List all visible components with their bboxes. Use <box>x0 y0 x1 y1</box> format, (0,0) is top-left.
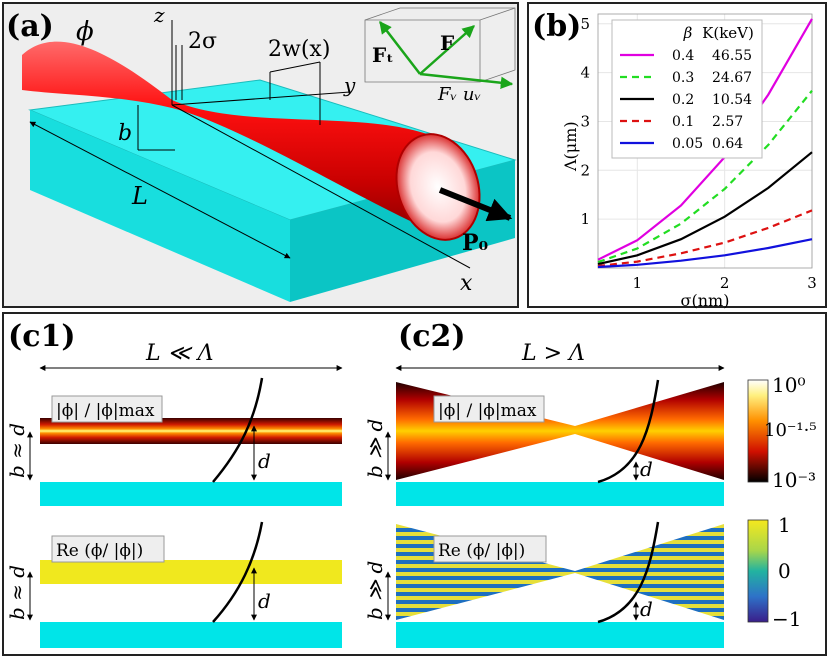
panel-a: (a) ϕ z y x 2σ 2w(x) b L P₀ Fₜ F Fᵥ uᵥ <box>2 2 519 308</box>
legend-header-k: K(keV) <box>702 24 754 42</box>
length-arrow <box>29 121 291 259</box>
colorbar-bottom: 1 0 −1 <box>747 513 801 631</box>
c2-top-box-text: |ϕ| / |ϕ|max <box>438 401 537 421</box>
y-tick-label: 3 <box>580 112 590 130</box>
force-t-arrow <box>379 21 421 75</box>
x-tick-label: 2 <box>720 274 730 292</box>
force-total-arrow <box>419 25 475 75</box>
colorbar-top: 10⁰ 10⁻¹·⁵ 10⁻³ <box>747 373 817 492</box>
c1-top-slab <box>40 482 342 506</box>
c1-top-trajectory <box>212 377 264 483</box>
series-line-0.05 <box>597 238 813 269</box>
c2-bottom-box-text: Re (ϕ/ |ϕ|) <box>438 541 525 561</box>
c1-top-box-text: |ϕ| / |ϕ|max <box>56 401 155 421</box>
c1-bottom-box-text: Re (ϕ/ |ϕ|) <box>56 541 143 561</box>
beam <box>22 41 430 230</box>
momentum-arrow <box>438 187 513 222</box>
c2-top-slab <box>396 482 724 506</box>
c1-bottom-box <box>51 535 165 563</box>
colorbar-top-mid: 10⁻¹·⁵ <box>764 420 817 441</box>
panel-b-label: (b) <box>532 9 581 44</box>
c1-title: L ≪ Λ <box>145 341 214 366</box>
c2-title: L > Λ <box>521 341 585 366</box>
colorbar-bottom-mid: 0 <box>778 559 791 583</box>
legend-k: 10.54 <box>712 92 752 108</box>
y-axis-title: Λ(μm) <box>561 121 580 172</box>
legend-k: 0.64 <box>712 136 743 152</box>
beam-symbol: ϕ <box>76 17 94 47</box>
series-line-0.4 <box>597 18 813 261</box>
c1-bottom-slab <box>40 622 342 648</box>
c2-bottom-height-label: b ≫ d <box>363 561 387 620</box>
c1-top-box <box>51 395 163 423</box>
series-line-0.2 <box>597 151 813 266</box>
panel-c2-label: (c2) <box>398 319 466 354</box>
x-axis-title: σ(nm) <box>681 291 730 310</box>
force-total-label: F <box>440 31 454 55</box>
momentum-label: P₀ <box>462 230 489 256</box>
c1-top-d-label: d <box>258 449 271 473</box>
y-axis-label: y <box>343 73 356 97</box>
legend-beta: 0.05 <box>672 136 703 152</box>
force-v-arrow <box>419 72 514 89</box>
c1-top-height-label: b ≈ d <box>5 423 29 478</box>
beam-opening <box>395 133 481 241</box>
force-diagram <box>364 7 516 89</box>
legend-beta: 0.3 <box>672 70 694 86</box>
panel-c: (c1) L ≪ Λ d b ≈ d |ϕ| / |ϕ|max d b ≈ d … <box>2 312 827 656</box>
force-t-label: Fₜ <box>372 43 394 67</box>
c1-bottom-d-label: d <box>258 589 271 613</box>
c1-bottom-trajectory <box>212 521 264 623</box>
legend-k: 2.57 <box>712 114 743 130</box>
c2-bottom-trajectory <box>597 521 660 624</box>
y-tick-label: 1 <box>580 210 590 228</box>
panel-c1-label: (c1) <box>8 319 76 354</box>
legend-beta: 0.2 <box>672 92 694 108</box>
c2-top-d-label: d <box>640 457 653 481</box>
y-tick-label: 2 <box>580 161 590 179</box>
y-tick-label: 5 <box>580 15 590 33</box>
legend-k: 46.55 <box>712 48 752 64</box>
series-line-0.3 <box>597 90 813 264</box>
legend-beta: 0.4 <box>672 48 694 64</box>
c2-bottom-slab <box>396 622 724 648</box>
legend-k: 24.67 <box>712 70 752 86</box>
legend-beta: 0.1 <box>672 114 694 130</box>
height-label: b <box>118 121 132 146</box>
legend-header-beta: β <box>683 24 693 42</box>
panel-c1: (c1) L ≪ Λ d b ≈ d |ϕ| / |ϕ|max d b ≈ d … <box>5 319 343 648</box>
width-label: 2w(x) <box>268 37 330 62</box>
plot-area <box>597 13 813 269</box>
c1-bottom-height-label: b ≈ d <box>5 565 29 620</box>
x-tick-label: 3 <box>807 274 817 292</box>
waist-label: 2σ <box>188 29 217 54</box>
series-line-0.1 <box>597 209 813 268</box>
colorbar-top-min: 10⁻³ <box>772 468 816 492</box>
panel-b: (b) 1 2 3 1 2 3 4 5 σ(nm) Λ(μm) β K(keV) 0.4 46.55 0.3… <box>527 2 827 310</box>
c1-bottom-field <box>40 560 342 584</box>
y-tick-label: 4 <box>580 64 590 82</box>
colorbar-top-max: 10⁰ <box>772 373 805 397</box>
length-label: L <box>131 182 148 210</box>
panel-c2: (c2) L > Λ d b ≫ d |ϕ| / |ϕ|max d b ≫ d … <box>363 319 725 648</box>
x-axis-label: x <box>460 271 473 296</box>
colorbar-bottom-max: 1 <box>778 513 791 537</box>
colorbar-bottom-min: −1 <box>772 607 801 631</box>
panel-a-label: (a) <box>6 9 54 44</box>
c2-top-height-label: b ≫ d <box>363 419 387 478</box>
z-axis-label: z <box>153 3 165 27</box>
c2-top-box <box>433 395 545 423</box>
lambda-chart: 1 2 3 1 2 3 4 5 σ(nm) Λ(μm) β K(keV) 0.4 46.55 0.3 24.6… <box>561 13 817 310</box>
c2-bottom-box <box>433 535 547 563</box>
x-tick-label: 1 <box>633 274 643 292</box>
c2-bottom-d-label: d <box>640 597 653 621</box>
legend-box <box>611 19 763 159</box>
c2-top-trajectory <box>597 379 660 484</box>
force-v-label: Fᵥ uᵥ <box>437 84 481 105</box>
